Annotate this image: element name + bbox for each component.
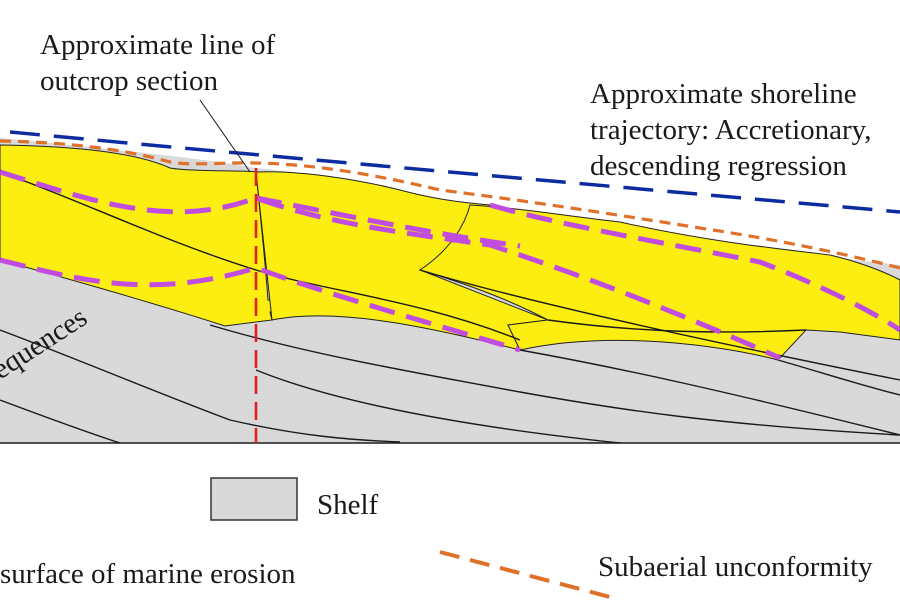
strata-lines [0,171,900,444]
stratum-line-2 [209,324,900,436]
marine-erosion-surface-1 [0,169,782,361]
stratum-line-5 [0,329,401,443]
shoreline-label-line-3: descending regression [590,150,847,182]
marine-erosion-surface-3 [489,202,900,333]
legend-shelf-label: Shelf [317,489,379,521]
outcrop-label-line-1: Approximate line of [40,29,276,61]
marine-erosion-surface-2 [0,257,521,353]
stratum-line-3 [519,349,900,436]
legend-shelf-swatch [210,477,298,521]
marine-erosion-surface-4 [255,195,521,249]
stratum-line-9 [547,319,807,333]
stratum-line-4 [777,359,900,396]
stratum-line-8 [419,269,900,381]
stratum-line-1 [0,171,521,341]
stratum-line-7 [255,369,621,444]
shoreline-label-line-1: Approximate shoreline [590,78,857,110]
subaerial-unconformity-line [0,139,900,270]
legend-subaerial-label: Subaerial unconformity [598,551,873,583]
shoreline-label-line-2: trajectory: Accretionary, [590,114,872,146]
marine-erosion-surfaces [0,169,900,361]
stratum-line-6 [0,399,121,444]
outcrop-label-line-2: outcrop section [40,65,218,97]
shoreline-trajectory-line [9,130,900,214]
legend-marine-erosion-label: surface of marine erosion [0,558,296,590]
legend-subaerial-swatch [439,550,611,599]
outcrop-label-leader [199,99,251,173]
